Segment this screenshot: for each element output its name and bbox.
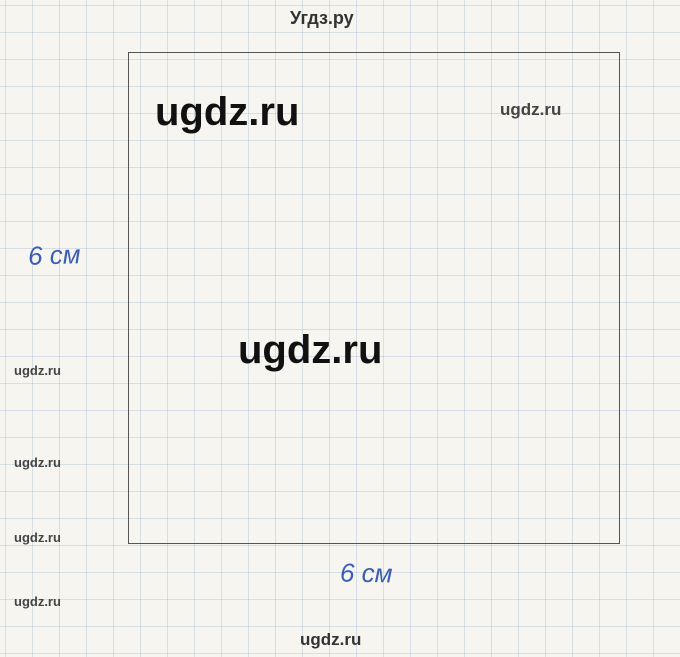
side-label-bottom: 6 см	[340, 558, 393, 590]
watermark-large: ugdz.ru	[155, 90, 299, 135]
watermark-small: ugdz.ru	[14, 594, 61, 609]
watermark-small: ugdz.ru	[14, 530, 61, 545]
watermark-small: ugdz.ru	[500, 100, 561, 120]
side-label-left: 6 см	[27, 239, 81, 272]
watermark-small: ugdz.ru	[14, 363, 61, 378]
watermark-small: ugdz.ru	[14, 455, 61, 470]
page-footer: ugdz.ru	[300, 630, 361, 650]
page-header: Угдз.ру	[290, 8, 354, 29]
watermark-large: ugdz.ru	[238, 328, 382, 373]
